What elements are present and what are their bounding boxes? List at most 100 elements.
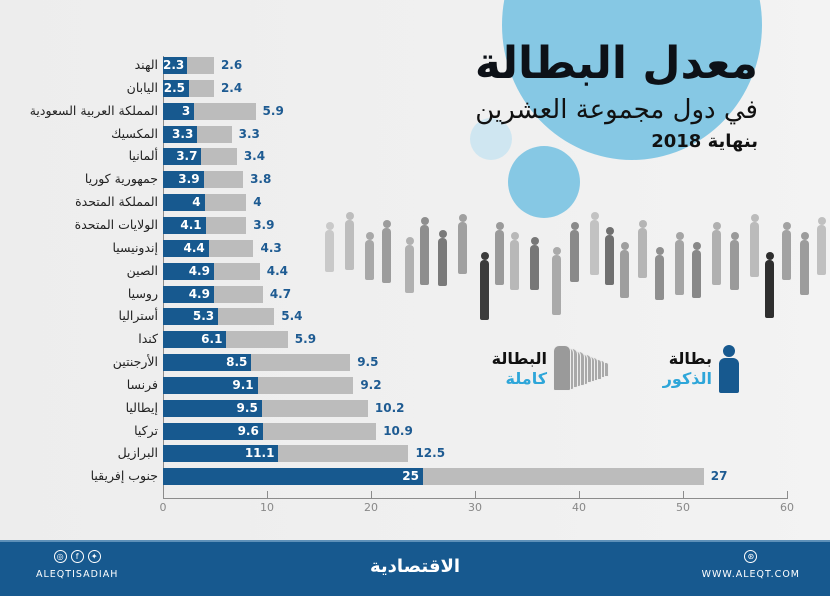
chart-row: جمهورية كوريا 3.9 3.8 [0,170,830,189]
chart-row: الهند 2.3 2.6 [0,56,830,74]
value-label-total: 4.7 [269,286,292,301]
bar-male-unemployment: 11.1 [163,445,279,463]
bar-total-unemployment [204,194,247,212]
legend-full-line2: كاملة [505,369,547,388]
x-tick [475,491,476,499]
bar-total-unemployment [194,102,256,120]
bar-male-unemployment: 4.9 [163,285,214,303]
country-label: كندا [138,331,158,347]
country-label: فرنسا [126,376,158,392]
bar-total-unemployment [262,422,377,440]
value-label-total: 2.6 [220,58,243,72]
x-tick-label: 10 [260,501,274,514]
bar-total-unemployment [197,125,232,143]
chart-row: اليابان 2.5 2.4 [0,79,830,97]
bar-male-unemployment: 4 [163,194,205,212]
brand-logo: الاقتصادية [369,556,461,577]
chart-row: المملكة العربية السعودية 3 5.9 [0,102,830,120]
bar-total-unemployment [203,171,244,189]
bar-total-unemployment [205,216,247,234]
chart-row: تركيا 9.6 10.9 [0,422,830,440]
bar-male-unemployment: 4.9 [163,262,214,280]
bar-male-unemployment: 4.1 [163,216,206,234]
x-tick [163,491,164,499]
x-tick-label: 0 [159,501,167,514]
page-subtitle: في دول مجموعة العشرين [475,95,758,125]
facebook-icon[interactable]: f [70,550,84,563]
instagram-icon[interactable]: ◎ [53,550,67,563]
country-label: الهند [134,57,158,72]
x-tick [579,491,580,499]
value-label-total: 9.2 [360,377,382,392]
x-tick-label: 60 [780,501,794,514]
chart-row: المكسيك 3.3 3.3 [0,125,830,143]
chart-row: روسيا 4.9 4.7 [0,285,830,303]
value-label-total: 9.5 [357,355,379,370]
website-link[interactable]: WWW.ALEQT.COM [701,569,800,580]
bar-total-unemployment [251,354,351,372]
x-tick [267,491,268,499]
value-label-total: 10.2 [374,400,405,415]
chart-row: كندا 6.1 5.9 [0,330,830,349]
social-handle[interactable]: ALEQTISADIAH [36,569,119,580]
title-block: معدل البطالة في دول مجموعة العشرين بنهاي… [475,38,759,156]
value-label-total: 5.9 [294,332,317,347]
country-label: جنوب إفريقيا [90,468,158,484]
country-label: المملكة المتحدة [75,194,158,210]
value-label-total: 3.3 [238,126,260,141]
chart-row: جنوب إفريقيا 25 27 [0,467,830,486]
country-label: المكسيك [111,125,158,141]
chart-row: فرنسا 9.1 9.2 [0,376,830,394]
country-label: الصين [126,262,158,278]
chart-row: إيطاليا 9.5 10.2 [0,399,830,417]
country-label: روسيا [127,285,158,301]
bar-male-unemployment: 8.5 [163,354,252,372]
x-tick [371,491,372,499]
legend-male-line1: بطالة [668,349,712,368]
country-label: المملكة العربية السعودية [29,102,158,118]
legend-male-line2: الذكور [662,369,712,388]
bar-male-unemployment: 9.6 [163,422,263,440]
footer-social: ◎ f ✦ ALEQTISADIAH [36,550,118,580]
country-label: ألمانيا [128,148,158,164]
country-label: الأرجنتين [112,354,158,370]
bar-male-unemployment: 2.5 [163,79,189,97]
bar-total-unemployment [226,331,288,349]
x-tick-label: 40 [572,501,586,514]
value-label-total: 10.9 [383,423,413,438]
bar-male-unemployment: 2.3 [163,57,187,74]
country-label: إيطاليا [125,399,158,415]
value-label-total: 27 [710,469,728,484]
crowd-illustration [320,180,830,320]
country-label: إندونيسيا [112,239,158,255]
bar-total-unemployment [218,308,275,326]
globe-icon: ⊛ [744,550,758,563]
bar-male-unemployment: 6.1 [163,331,227,349]
x-tick [787,491,788,499]
bar-male-unemployment: 9.1 [163,376,258,394]
value-label-total: 4.4 [266,263,288,278]
country-label: البرازيل [117,445,158,461]
chart-row: الولايات المتحدة 4.1 3.9 [0,216,830,234]
bar-total-unemployment [423,468,704,486]
bar-male-unemployment: 3.3 [163,125,198,143]
bar-total-unemployment [213,285,263,303]
twitter-icon[interactable]: ✦ [87,550,101,563]
footer-website: ⊛ WWW.ALEQT.COM [702,550,800,580]
value-label-total: 3.4 [243,149,266,164]
legend-item-male: بطالة الذكور [663,345,740,393]
bar-total-unemployment [261,399,368,417]
country-label: أستراليا [118,308,158,324]
people-queue-icon [553,345,625,393]
chart-row: البرازيل 11.1 12.5 [0,444,830,463]
bar-male-unemployment: 3 [163,102,195,120]
chart-row: ألمانيا 3.7 3.4 [0,147,830,166]
value-label-total: 3.8 [250,172,272,187]
country-label: اليابان [126,79,158,95]
chart-row: أستراليا 5.3 5.4 [0,307,830,326]
value-label-total: 5.9 [262,103,284,118]
bar-total-unemployment [257,376,354,394]
bar-male-unemployment: 4.4 [163,239,209,257]
x-tick [683,491,684,499]
bar-total-unemployment [213,262,260,280]
